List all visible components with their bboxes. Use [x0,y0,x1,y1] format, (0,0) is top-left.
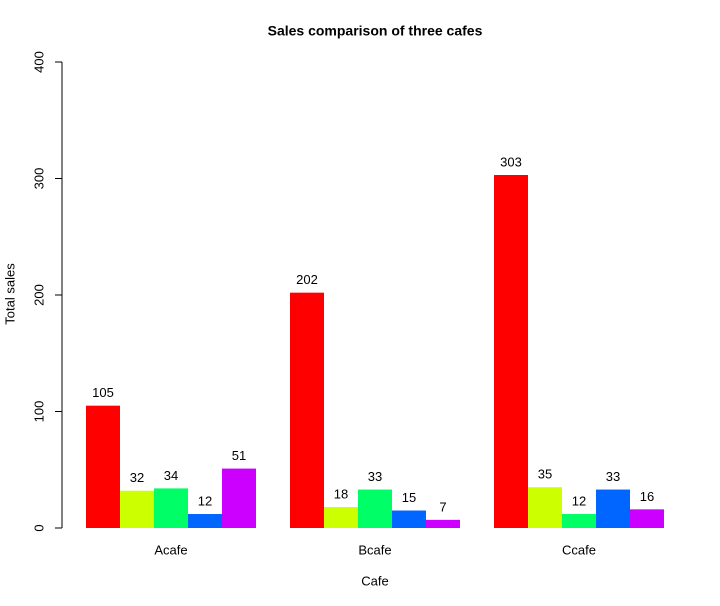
data-label: 12 [198,493,212,508]
bar [562,514,596,528]
bar [324,507,358,528]
bar [494,175,528,528]
y-tick-label: 200 [31,284,46,306]
bar [630,509,664,528]
bar [222,468,256,528]
data-label: 34 [164,468,178,483]
x-tick-label: Ccafe [562,542,596,557]
x-tick-label: Acafe [154,542,187,557]
data-label: 202 [296,272,318,287]
chart-title: Sales comparison of three cafes [268,23,483,39]
y-tick-label: 0 [31,524,46,531]
data-label: 51 [232,448,246,463]
bar [154,488,188,528]
bar [426,519,460,528]
bar [120,490,154,528]
x-tick-label: Bcafe [358,542,391,557]
data-label: 12 [572,493,586,508]
bar [528,487,562,528]
bar [86,405,120,528]
y-axis-label: Total sales [2,263,17,325]
data-label: 105 [92,385,114,400]
x-axis-label: Cafe [361,573,388,588]
data-label: 33 [368,469,382,484]
data-label: 35 [538,467,552,482]
data-label: 15 [402,490,416,505]
bar [596,489,630,528]
bar [290,292,324,528]
data-label: 33 [606,469,620,484]
data-label: 16 [640,489,654,504]
data-label: 32 [130,470,144,485]
data-label: 303 [500,154,522,169]
bar [188,514,222,528]
y-tick-label: 100 [31,401,46,423]
bar [358,489,392,528]
bar [392,510,426,528]
data-label: 7 [439,499,446,514]
y-tick-label: 400 [31,51,46,73]
data-label: 18 [334,486,348,501]
y-tick-label: 300 [31,168,46,190]
